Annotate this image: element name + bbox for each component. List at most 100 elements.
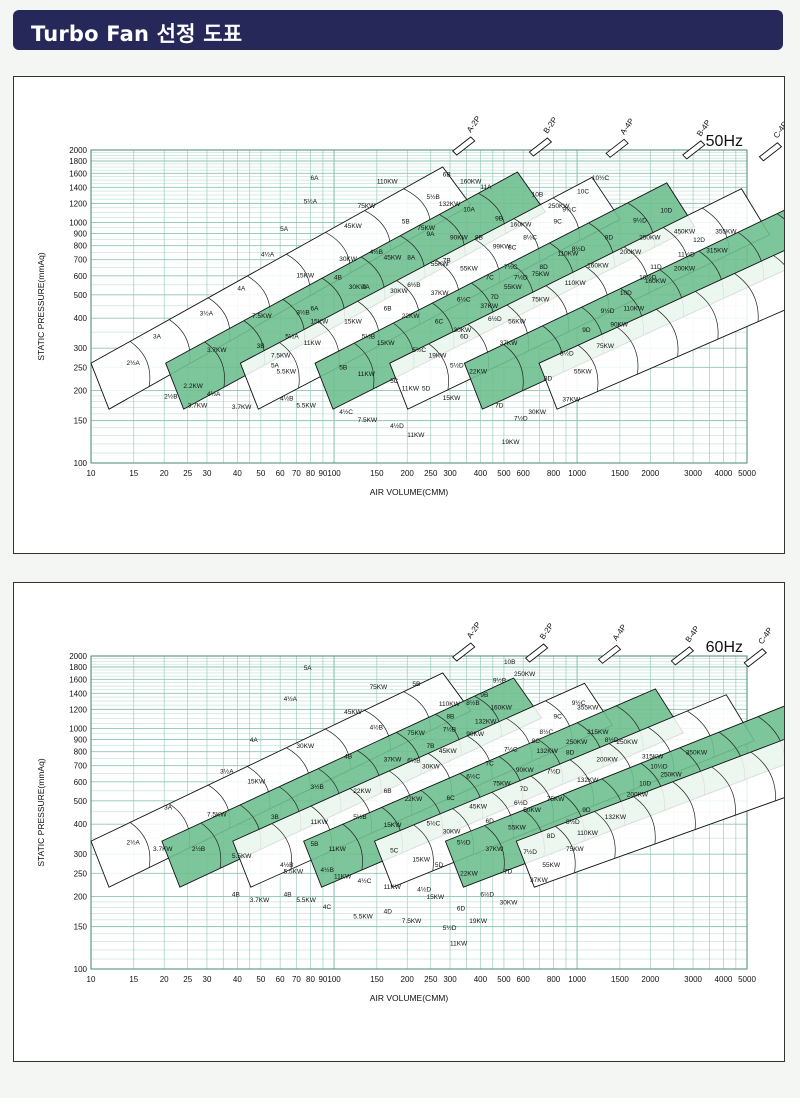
x-tick-label: 150 [370,469,384,478]
series-arrow-icon [743,648,767,668]
fan-model-label: 7D [504,868,513,875]
series-label: B-4P [684,624,702,644]
fan-model-label: 9½C [572,699,586,707]
fan-model-label: 4½A [207,390,221,398]
y-tick-label: 150 [74,417,88,426]
x-tick-label: 90 [318,469,327,478]
fan-model-label: 11½D [678,251,695,259]
fan-model-label: 355KW [577,704,599,711]
fan-model-label: 15KW [412,856,431,863]
x-tick-label: 1500 [611,975,629,984]
x-tick-label: 400 [474,975,488,984]
fan-model-label: 22KW [460,870,479,877]
x-tick-label: 2000 [641,975,659,984]
fan-model-label: 30KW [339,256,358,263]
fan-model-label: 8½D [605,736,619,744]
fan-model-label: 5A [280,226,289,233]
fan-model-label: 8D [544,376,553,383]
fan-selection-chart-50hz: A-2PB-2PA-4PB-4PC-4PD-4PD-6P2½A2.2KW3A3.… [36,114,784,497]
x-tick-label: 3000 [684,975,702,984]
fan-model-label: 45KW [344,709,363,716]
fan-model-label: 9½D [601,307,615,315]
fan-model-label: 7.5KW [358,417,378,424]
fan-model-label: 5.5KW [353,914,373,921]
fan-model-label: 7½C [504,263,518,271]
series-label: A-2P [465,114,483,134]
fan-model-label: 6C [435,319,444,326]
fan-curve [353,342,375,389]
fan-model-label: 15KW [384,822,403,829]
y-tick-label: 1600 [69,169,87,178]
series-label: A-4P [611,623,629,643]
x-tick-label: 200 [401,469,415,478]
fan-model-label: 250KW [639,234,661,241]
fan-model-label: 30KW [296,743,315,750]
fan-model-label: 90KW [450,234,469,241]
fan-model-label: 5½D [443,924,457,932]
chart-root: A-2PB-2PA-4PB-4PC-4PD-4PD-6P2½A3.7KW3A7.… [36,620,784,1003]
fan-model-label: 11KW [334,873,352,880]
fan-model-label: 132KW [605,814,627,821]
y-tick-label: 600 [74,778,88,787]
fan-model-label: 5½B [362,332,375,340]
fan-curve [271,823,292,870]
fan-model-label: 4B [344,753,352,760]
fan-model-label: 132KW [439,201,461,208]
x-tick-label: 80 [306,975,315,984]
series-arrow-icon [670,646,695,666]
frequency-title: 50Hz [706,133,743,150]
x-tick-label: 600 [517,975,531,984]
fan-model-label: 75KW [596,343,615,350]
x-tick-label: 10 [87,469,96,478]
x-tick-label: 90 [318,975,327,984]
fan-model-label: 99KW [493,243,512,250]
fan-model-label: 45KW [384,255,403,262]
fan-model-label: 4½B [370,248,383,256]
fan-model-label: 19KW [469,918,488,925]
fan-model-label: 4½A [284,695,298,703]
fan-model-label: 11KW [304,340,322,347]
fan-curve [503,344,524,391]
x-tick-label: 30 [203,975,212,984]
fan-model-label: 5½B [353,813,366,821]
fan-model-label: 15KW [377,340,396,347]
fan-model-label: 7D [495,403,504,410]
fan-model-label: 3½A [200,310,214,318]
fan-model-label: 6½C [457,295,471,303]
x-axis-label: AIR VOLUME(CMM) [370,487,449,497]
fan-model-label: 5B [311,841,319,848]
fan-model-label: 7B [426,743,434,750]
fan-model-label: 9½C [562,206,576,214]
fan-model-label: 4½D [390,422,404,430]
fan-model-label: 15KW [296,273,315,280]
fan-model-label: 30KW [528,409,547,416]
y-tick-label: 500 [74,797,88,806]
fan-model-label: 5½A [304,197,318,205]
fan-model-label: 5A [271,362,280,369]
y-tick-label: 250 [74,869,88,878]
fan-curve [734,273,759,322]
y-tick-label: 250 [74,363,88,372]
y-tick-label: 2000 [69,652,87,661]
series-arrow-icon [682,140,706,160]
fan-model-label: 6½B [407,281,420,289]
fan-model-label: 75KW [532,271,551,278]
fan-model-label: 4A [237,286,246,293]
fan-model-label: 10½D [639,273,657,281]
series-label: A-2P [465,620,483,640]
fan-model-label: 6½D [480,891,494,899]
fan-model-label: 8C [532,738,541,745]
series-label: C-4P [757,626,775,646]
fan-model-label: 315KW [642,753,664,760]
x-tick-label: 250 [424,469,438,478]
x-tick-label: 60 [276,469,285,478]
y-tick-label: 100 [74,459,88,468]
y-tick-label: 100 [74,965,88,974]
fan-model-label: 30KW [390,288,409,295]
fan-model-label: 37KW [500,340,519,347]
series-label: B-2P [542,115,560,135]
fan-model-label: 5½B [426,193,439,201]
fan-model-label: 8D [547,833,556,840]
fan-model-label: 75KW [358,203,377,210]
fan-model-label: 2½B [192,845,205,853]
